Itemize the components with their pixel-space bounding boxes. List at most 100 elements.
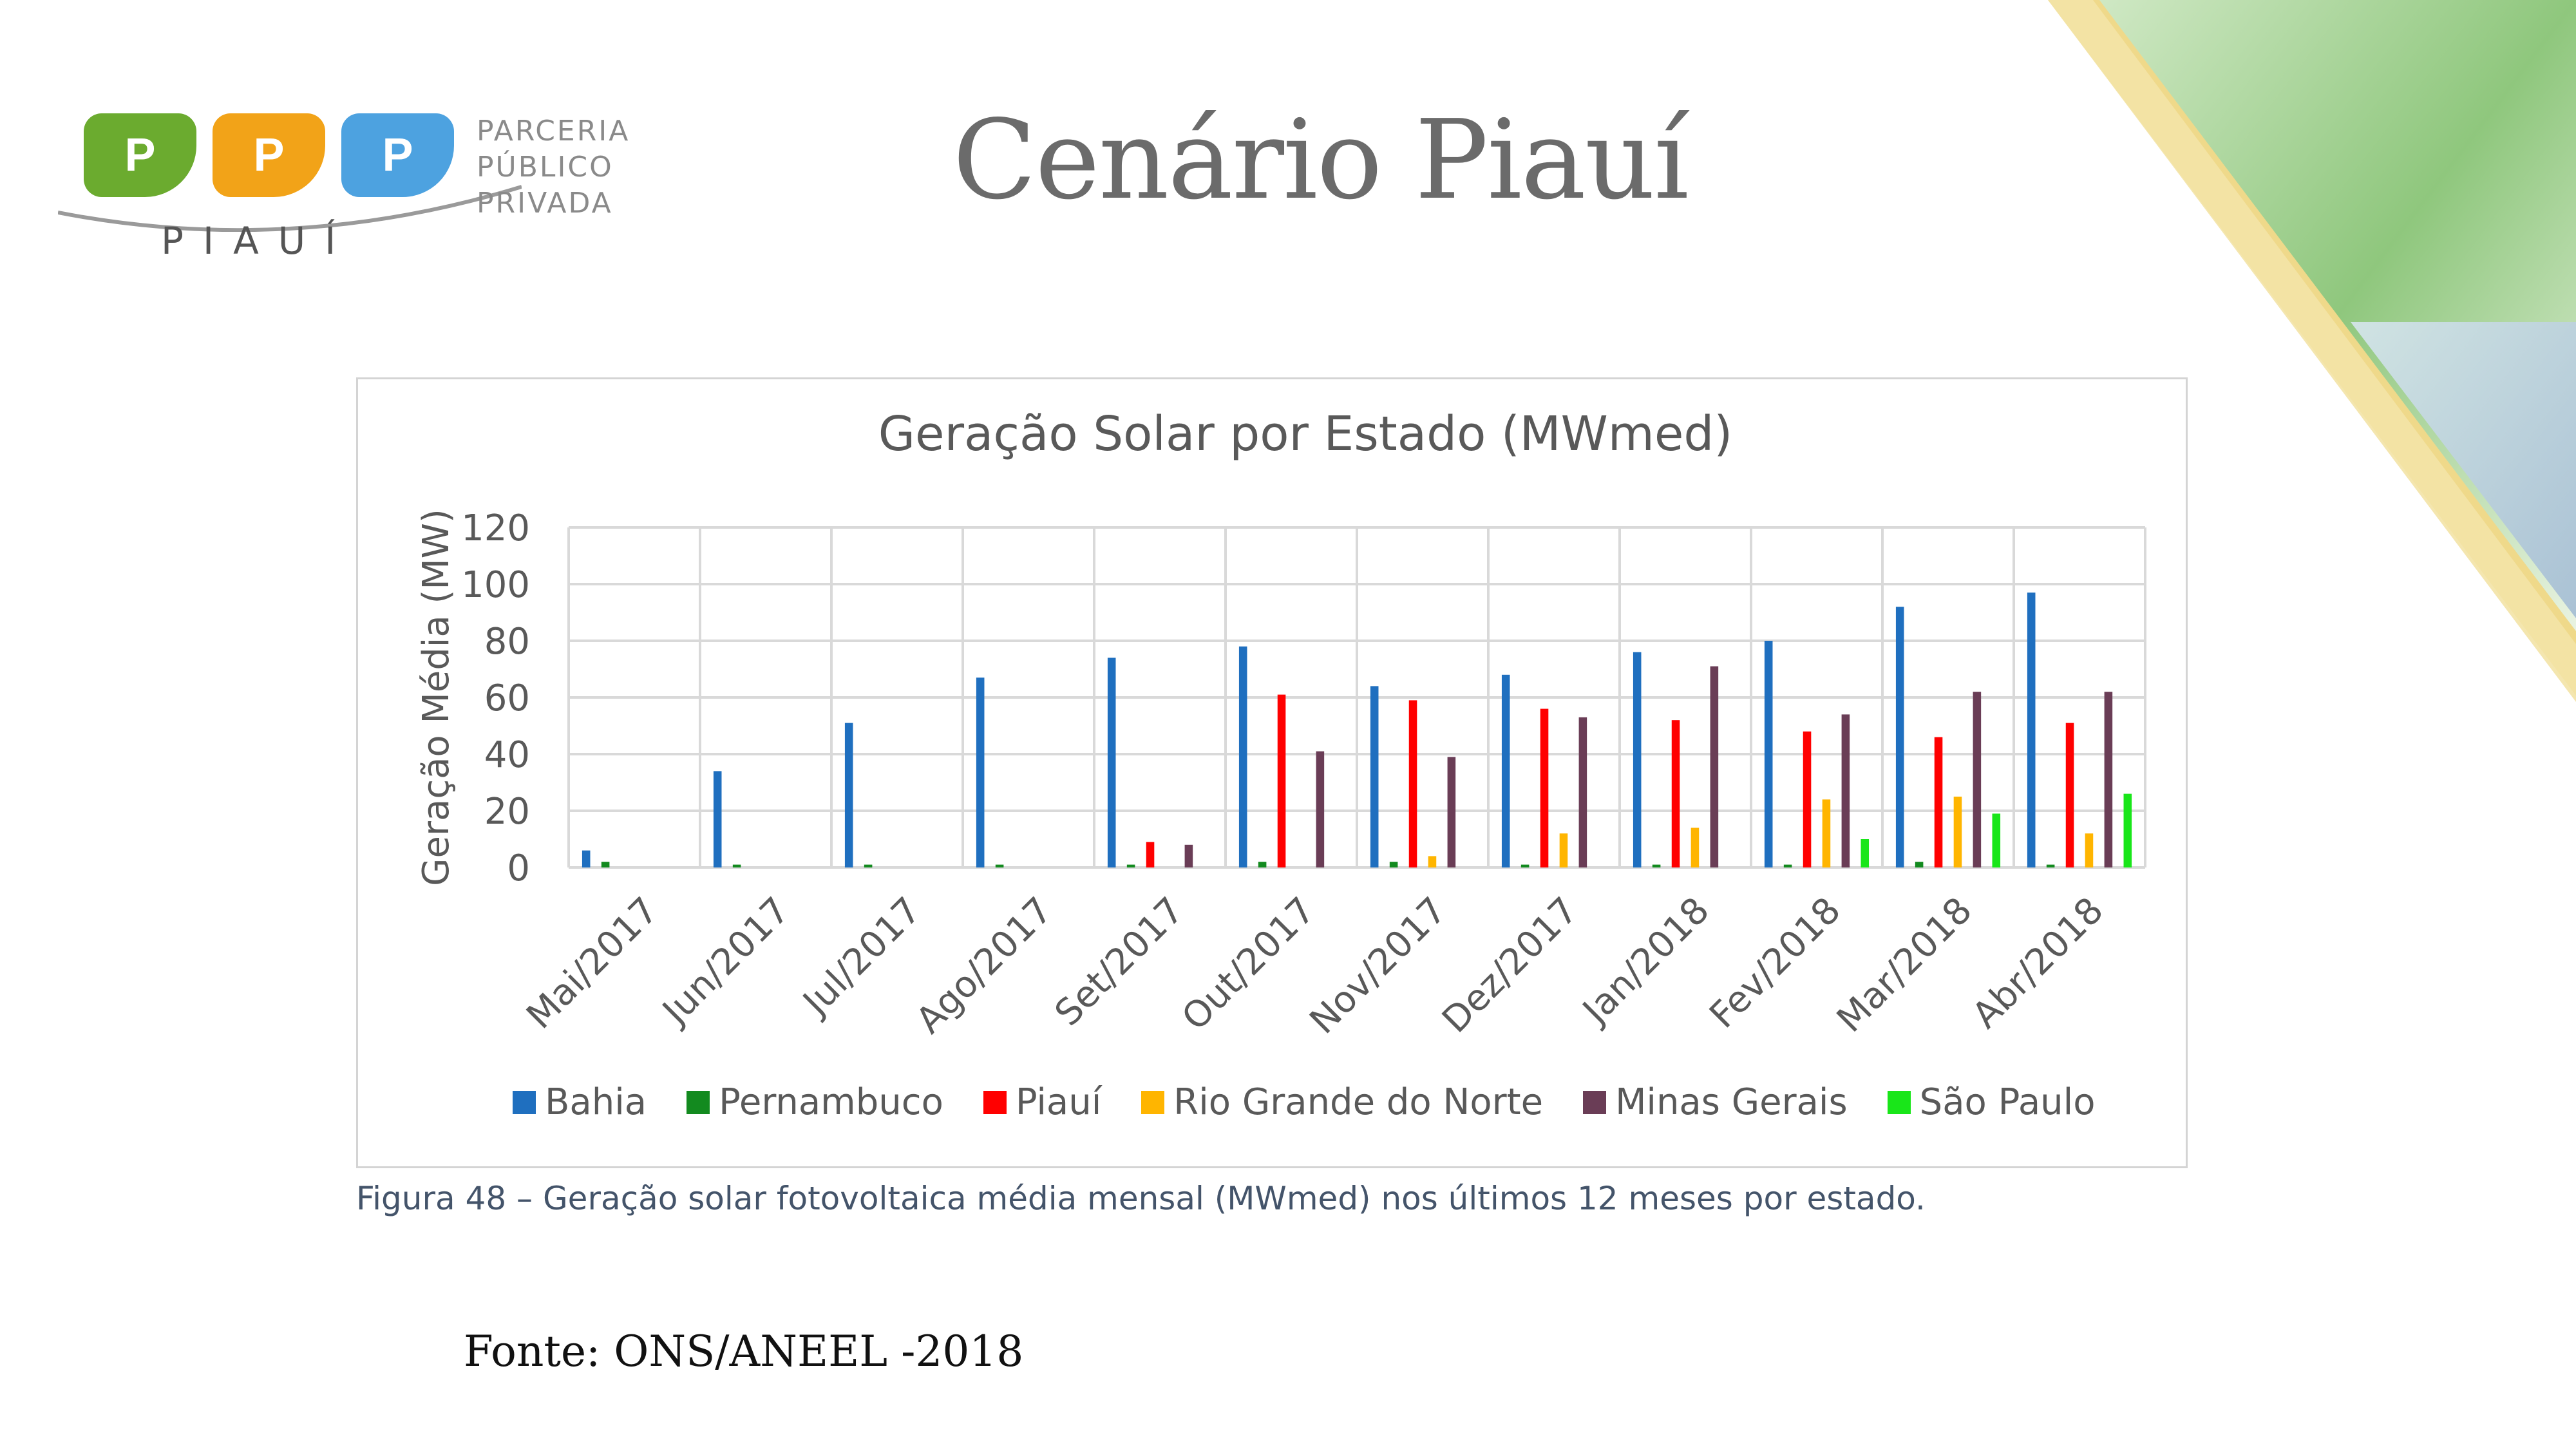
source-note: Fonte: ONS/ANEEL -2018 — [464, 1327, 1024, 1376]
legend-swatch — [1141, 1090, 1165, 1114]
chart-svg: Geração Solar por Estado (MWmed) 0 20 40 60 8… — [415, 406, 2146, 1042]
legend-item: Bahia — [513, 1081, 647, 1123]
bar-bahia — [713, 771, 722, 867]
y-tick-label: 80 — [484, 621, 530, 663]
y-tick-label: 100 — [461, 564, 530, 606]
logo-arc-icon — [58, 185, 522, 232]
x-tick-label: Abr/2018 — [1964, 889, 2112, 1037]
legend-swatch — [687, 1090, 710, 1114]
bar-pernambuco — [2046, 864, 2055, 867]
bar-pernambuco — [1389, 862, 1398, 867]
y-axis-label: Geração Média (MW) — [415, 509, 457, 886]
bar-s-o-paulo — [1861, 839, 1870, 867]
bar-pernambuco — [1783, 864, 1792, 867]
legend-item: São Paulo — [1887, 1081, 2096, 1123]
bar-bahia — [1238, 646, 1247, 867]
bar-minas-gerais — [1316, 751, 1325, 867]
logo-tile-3: P — [341, 113, 454, 197]
bar-rio-grande-do-norte — [1690, 828, 1700, 867]
legend-swatch — [983, 1090, 1007, 1114]
legend-label: Piauí — [1015, 1081, 1102, 1123]
logo-line-1: PARCERIA — [477, 115, 630, 147]
bar-piau- — [1146, 842, 1155, 867]
bar-pernambuco — [732, 864, 741, 867]
bar-bahia — [1633, 652, 1642, 867]
bar-pernambuco — [1915, 862, 1924, 867]
legend-label: São Paulo — [1919, 1081, 2096, 1123]
bar-pernambuco — [1126, 864, 1135, 867]
bar-bahia — [582, 850, 591, 867]
ppp-piaui-logo: P P P PIAUÍ PARCERIA PÚBLICO PRIVADA — [58, 103, 663, 270]
bar-minas-gerais — [1184, 844, 1193, 867]
x-tick-label: Mar/2018 — [1829, 889, 1980, 1041]
bar-minas-gerais — [1710, 666, 1719, 867]
bar-piau- — [1934, 737, 1943, 867]
logo-name: PIAUÍ — [161, 219, 355, 263]
y-tick-label: 120 — [461, 507, 530, 549]
bar-pernambuco — [1652, 864, 1661, 867]
bar-rio-grande-do-norte — [2085, 833, 2094, 867]
bar-bahia — [1370, 686, 1379, 867]
bar-rio-grande-do-norte — [1428, 856, 1437, 867]
chart-container: Geração Solar por Estado (MWmed) 0 20 40 60 8… — [356, 377, 2188, 1168]
bar-bahia — [844, 723, 853, 867]
slide-title: Cenário Piauí — [952, 97, 1689, 224]
y-tick-label: 20 — [484, 791, 530, 833]
x-tick-label: Set/2017 — [1047, 889, 1192, 1034]
bar-bahia — [1895, 607, 1904, 867]
legend-swatch — [1887, 1090, 1911, 1114]
bar-bahia — [1501, 674, 1510, 867]
bar-minas-gerais — [1841, 714, 1850, 867]
logo-tile-2: P — [213, 113, 325, 197]
x-tick-label: Ago/2017 — [908, 889, 1061, 1042]
bar-pernambuco — [1258, 862, 1267, 867]
chart-title: Geração Solar por Estado (MWmed) — [878, 406, 1733, 462]
x-tick-label: Jun/2017 — [654, 889, 798, 1034]
legend-item: Piauí — [983, 1081, 1101, 1123]
x-tick-label: Dez/2017 — [1434, 889, 1586, 1041]
bar-piau- — [1671, 720, 1680, 867]
x-tick-label: Out/2017 — [1174, 889, 1323, 1039]
bar-piau- — [1540, 708, 1549, 867]
bar-pernambuco — [1520, 864, 1530, 867]
bar-bahia — [2027, 592, 2036, 867]
y-tick-label: 40 — [484, 734, 530, 776]
logo-line-2: PÚBLICO — [477, 151, 614, 184]
bar-minas-gerais — [1447, 757, 1456, 867]
bar-piau- — [1803, 731, 1812, 867]
bar-piau- — [1408, 700, 1417, 867]
bar-piau- — [1277, 694, 1286, 867]
bar-rio-grande-do-norte — [1822, 799, 1831, 867]
legend-item: Rio Grande do Norte — [1141, 1081, 1543, 1123]
logo-tile-1: P — [84, 113, 196, 197]
legend-label: Pernambuco — [719, 1081, 943, 1123]
y-tick-label: 0 — [507, 848, 530, 889]
legend-swatch — [513, 1090, 536, 1114]
legend-item: Pernambuco — [687, 1081, 943, 1123]
bar-s-o-paulo — [1992, 813, 2001, 867]
legend-swatch — [1583, 1090, 1607, 1114]
legend-item: Minas Gerais — [1583, 1081, 1848, 1123]
bar-rio-grande-do-norte — [1559, 833, 1568, 867]
bar-s-o-paulo — [2123, 793, 2132, 867]
logo-line-3: PRIVADA — [477, 187, 613, 220]
x-tick-label: Mai/2017 — [518, 889, 667, 1037]
bar-pernambuco — [995, 864, 1004, 867]
legend-label: Rio Grande do Norte — [1173, 1081, 1544, 1123]
bar-bahia — [1107, 658, 1116, 867]
x-tick-label: Fev/2018 — [1701, 889, 1848, 1036]
bar-pernambuco — [864, 864, 873, 867]
logo-tagline: PARCERIA PÚBLICO PRIVADA — [477, 113, 630, 222]
legend-label: Bahia — [545, 1081, 647, 1123]
chart-legend: Bahia Pernambuco Piauí Rio Grande do Norte M… — [513, 1081, 2135, 1123]
legend-label: Minas Gerais — [1615, 1081, 1848, 1123]
bar-pernambuco — [601, 862, 610, 867]
bar-bahia — [1764, 641, 1773, 867]
bar-piau- — [2065, 723, 2074, 867]
bar-rio-grande-do-norte — [1953, 797, 1962, 867]
x-tick-label: Nov/2017 — [1302, 889, 1455, 1042]
bar-minas-gerais — [1973, 692, 1982, 867]
bar-bahia — [976, 677, 985, 867]
bar-minas-gerais — [1578, 717, 1587, 867]
bar-minas-gerais — [2104, 692, 2113, 867]
